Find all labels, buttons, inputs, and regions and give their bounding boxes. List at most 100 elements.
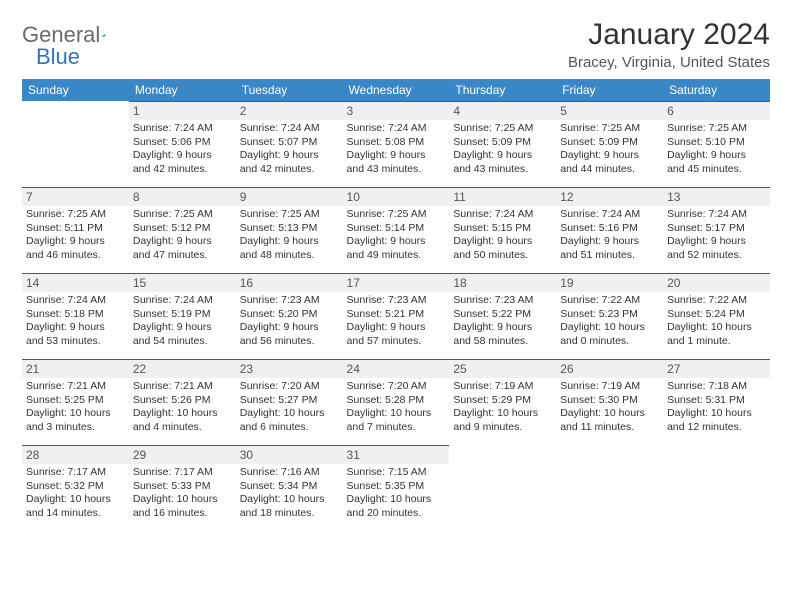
sunset-text: Sunset: 5:33 PM xyxy=(133,480,232,494)
sun-info: Sunrise: 7:21 AMSunset: 5:25 PMDaylight:… xyxy=(22,380,129,435)
dl1-text: Daylight: 9 hours xyxy=(560,149,659,163)
calendar-body: 1Sunrise: 7:24 AMSunset: 5:06 PMDaylight… xyxy=(22,101,770,531)
dl1-text: Daylight: 10 hours xyxy=(560,321,659,335)
dl1-text: Daylight: 9 hours xyxy=(26,235,125,249)
dl2-text: and 45 minutes. xyxy=(667,163,766,177)
day-number: 7 xyxy=(22,187,129,206)
calendar-cell: 5Sunrise: 7:25 AMSunset: 5:09 PMDaylight… xyxy=(556,101,663,187)
sunrise-text: Sunrise: 7:25 AM xyxy=(26,208,125,222)
sunset-text: Sunset: 5:27 PM xyxy=(240,394,339,408)
sun-info: Sunrise: 7:18 AMSunset: 5:31 PMDaylight:… xyxy=(663,380,770,435)
day-number: 18 xyxy=(449,273,556,292)
dl1-text: Daylight: 10 hours xyxy=(133,407,232,421)
day-number: 3 xyxy=(343,101,450,120)
sunrise-text: Sunrise: 7:18 AM xyxy=(667,380,766,394)
dl1-text: Daylight: 9 hours xyxy=(240,235,339,249)
sunrise-text: Sunrise: 7:19 AM xyxy=(453,380,552,394)
calendar-cell: 6Sunrise: 7:25 AMSunset: 5:10 PMDaylight… xyxy=(663,101,770,187)
sun-info: Sunrise: 7:24 AMSunset: 5:17 PMDaylight:… xyxy=(663,208,770,263)
sunset-text: Sunset: 5:07 PM xyxy=(240,136,339,150)
sun-info: Sunrise: 7:20 AMSunset: 5:28 PMDaylight:… xyxy=(343,380,450,435)
dl1-text: Daylight: 9 hours xyxy=(133,149,232,163)
dl2-text: and 0 minutes. xyxy=(560,335,659,349)
day-number: 22 xyxy=(129,359,236,378)
dl2-text: and 56 minutes. xyxy=(240,335,339,349)
day-number: 17 xyxy=(343,273,450,292)
calendar-cell: 25 Sunrise: 7:19 AMSunset: 5:29 PMDayligh… xyxy=(449,359,556,445)
weekday-header: Tuesday xyxy=(236,79,343,101)
dl1-text: Daylight: 9 hours xyxy=(560,235,659,249)
sunrise-text: Sunrise: 7:25 AM xyxy=(667,122,766,136)
day-number: 13 xyxy=(663,187,770,206)
calendar-cell xyxy=(663,445,770,531)
sunrise-text: Sunrise: 7:24 AM xyxy=(453,208,552,222)
sunset-text: Sunset: 5:26 PM xyxy=(133,394,232,408)
sunset-text: Sunset: 5:09 PM xyxy=(560,136,659,150)
dl1-text: Daylight: 9 hours xyxy=(347,235,446,249)
sunset-text: Sunset: 5:12 PM xyxy=(133,222,232,236)
sunrise-text: Sunrise: 7:22 AM xyxy=(560,294,659,308)
sun-info: Sunrise: 7:23 AMSunset: 5:20 PMDaylight:… xyxy=(236,294,343,349)
sunrise-text: Sunrise: 7:24 AM xyxy=(347,122,446,136)
calendar-week-row: 7Sunrise: 7:25 AMSunset: 5:11 PMDaylight… xyxy=(22,187,770,273)
sunset-text: Sunset: 5:19 PM xyxy=(133,308,232,322)
day-number: 23 xyxy=(236,359,343,378)
dl2-text: and 46 minutes. xyxy=(26,249,125,263)
calendar-cell: 15Sunrise: 7:24 AMSunset: 5:19 PMDayligh… xyxy=(129,273,236,359)
sun-info: Sunrise: 7:23 AMSunset: 5:22 PMDaylight:… xyxy=(449,294,556,349)
sunset-text: Sunset: 5:22 PM xyxy=(453,308,552,322)
dl2-text: and 43 minutes. xyxy=(347,163,446,177)
dl1-text: Daylight: 10 hours xyxy=(133,493,232,507)
weekday-header: Wednesday xyxy=(343,79,450,101)
dl2-text: and 58 minutes. xyxy=(453,335,552,349)
calendar-cell: 10Sunrise: 7:25 AMSunset: 5:14 PMDayligh… xyxy=(343,187,450,273)
sunrise-text: Sunrise: 7:24 AM xyxy=(26,294,125,308)
weekday-header: Friday xyxy=(556,79,663,101)
calendar-cell: 12Sunrise: 7:24 AMSunset: 5:16 PMDayligh… xyxy=(556,187,663,273)
day-number: 5 xyxy=(556,101,663,120)
month-title: January 2024 xyxy=(568,18,770,52)
sun-info: Sunrise: 7:19 AMSunset: 5:29 PMDaylight:… xyxy=(449,380,556,435)
dl2-text: and 11 minutes. xyxy=(560,421,659,435)
location-text: Bracey, Virginia, United States xyxy=(568,54,770,71)
page-header: General January 2024 Bracey, Virginia, U… xyxy=(22,18,770,71)
day-number: 26 xyxy=(556,359,663,378)
sunrise-text: Sunrise: 7:21 AM xyxy=(133,380,232,394)
day-number: 25 xyxy=(449,359,556,378)
day-number: 2 xyxy=(236,101,343,120)
sun-info: Sunrise: 7:22 AMSunset: 5:24 PMDaylight:… xyxy=(663,294,770,349)
day-number: 9 xyxy=(236,187,343,206)
dl2-text: and 4 minutes. xyxy=(133,421,232,435)
sunrise-text: Sunrise: 7:20 AM xyxy=(347,380,446,394)
calendar-cell: 27Sunrise: 7:18 AMSunset: 5:31 PMDayligh… xyxy=(663,359,770,445)
sunrise-text: Sunrise: 7:24 AM xyxy=(667,208,766,222)
sunrise-text: Sunrise: 7:25 AM xyxy=(453,122,552,136)
dl2-text: and 16 minutes. xyxy=(133,507,232,521)
sunset-text: Sunset: 5:25 PM xyxy=(26,394,125,408)
day-number: 20 xyxy=(663,273,770,292)
sun-info: Sunrise: 7:15 AMSunset: 5:35 PMDaylight:… xyxy=(343,466,450,521)
dl2-text: and 51 minutes. xyxy=(560,249,659,263)
day-number: 29 xyxy=(129,445,236,464)
dl1-text: Daylight: 9 hours xyxy=(667,235,766,249)
calendar-cell: 14Sunrise: 7:24 AMSunset: 5:18 PMDayligh… xyxy=(22,273,129,359)
calendar-cell: 29Sunrise: 7:17 AMSunset: 5:33 PMDayligh… xyxy=(129,445,236,531)
dl1-text: Daylight: 10 hours xyxy=(347,407,446,421)
day-number: 31 xyxy=(343,445,450,464)
day-number: 6 xyxy=(663,101,770,120)
sunrise-text: Sunrise: 7:25 AM xyxy=(133,208,232,222)
dl2-text: and 7 minutes. xyxy=(347,421,446,435)
dl1-text: Daylight: 9 hours xyxy=(347,149,446,163)
sunset-text: Sunset: 5:24 PM xyxy=(667,308,766,322)
day-number: 4 xyxy=(449,101,556,120)
dl2-text: and 20 minutes. xyxy=(347,507,446,521)
sunrise-text: Sunrise: 7:17 AM xyxy=(26,466,125,480)
calendar-week-row: 1Sunrise: 7:24 AMSunset: 5:06 PMDaylight… xyxy=(22,101,770,187)
sunset-text: Sunset: 5:30 PM xyxy=(560,394,659,408)
calendar-cell: 31 Sunrise: 7:15 AMSunset: 5:35 PMDayligh… xyxy=(343,445,450,531)
dl2-text: and 6 minutes. xyxy=(240,421,339,435)
sunset-text: Sunset: 5:13 PM xyxy=(240,222,339,236)
day-number: 30 xyxy=(236,445,343,464)
sun-info: Sunrise: 7:24 AMSunset: 5:18 PMDaylight:… xyxy=(22,294,129,349)
dl2-text: and 1 minute. xyxy=(667,335,766,349)
